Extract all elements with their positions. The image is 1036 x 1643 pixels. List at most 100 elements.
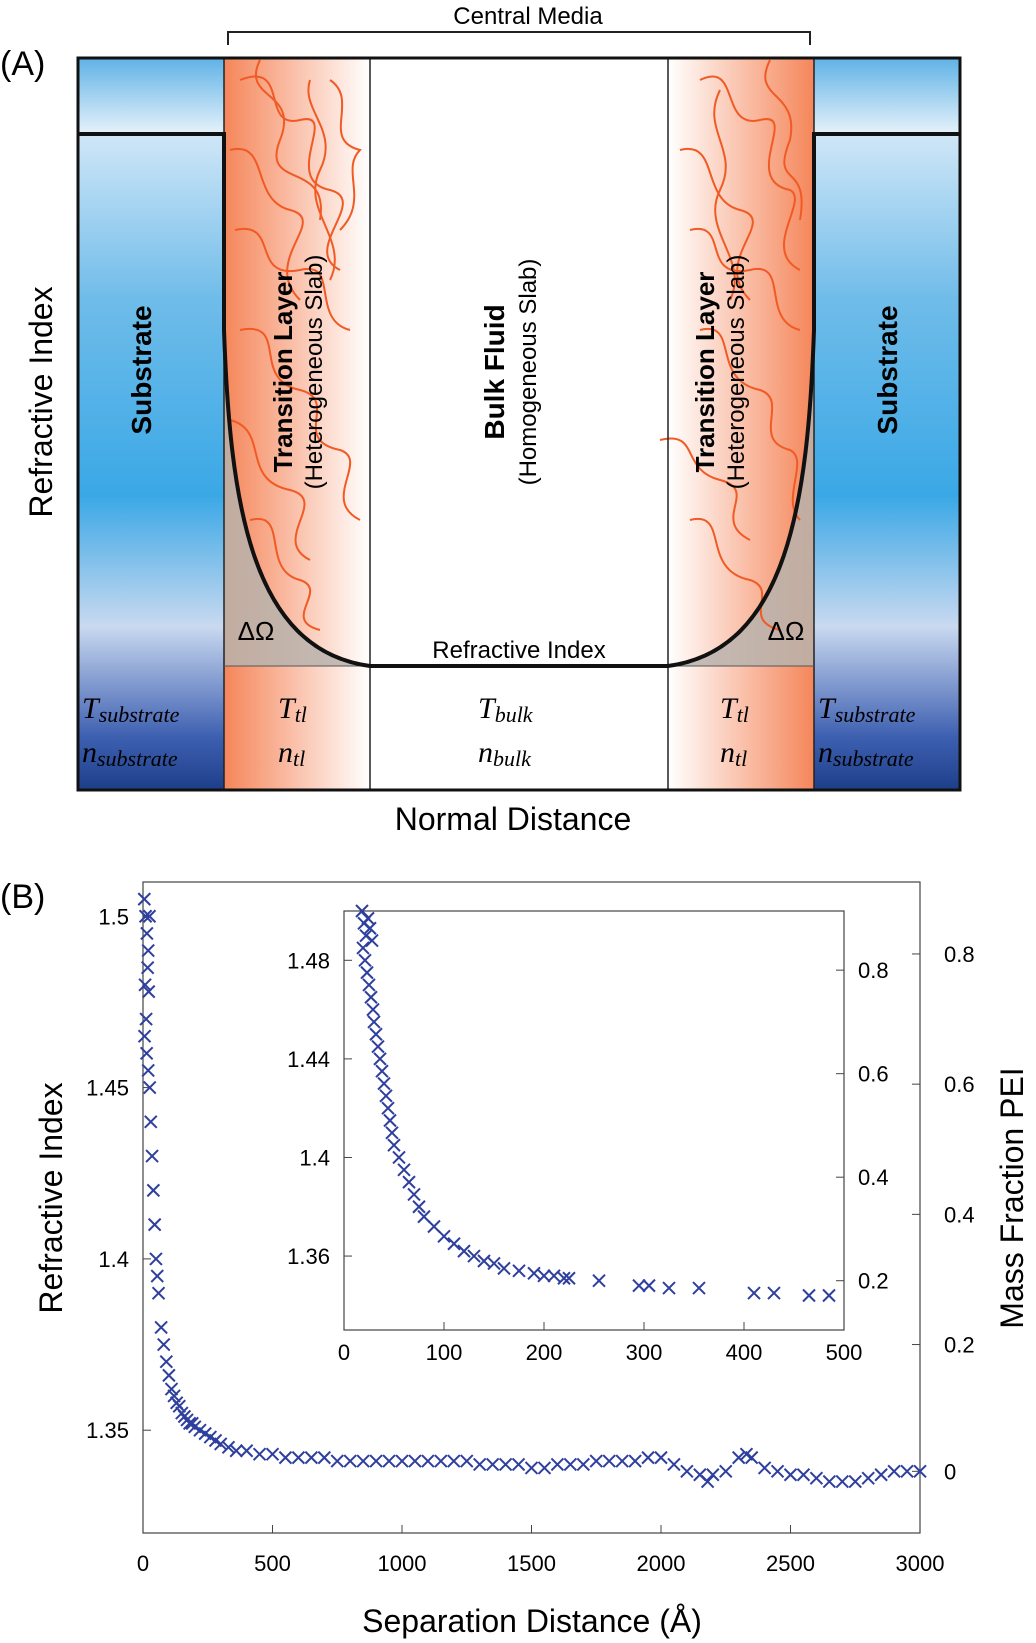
x-tick-label: 200 <box>526 1340 563 1365</box>
data-point <box>139 1046 154 1061</box>
data-point <box>402 1175 416 1189</box>
x-tick-label: 500 <box>254 1551 291 1576</box>
data-point <box>141 943 155 958</box>
data-point <box>360 965 374 980</box>
main-y-axis-label: Refractive Index <box>33 1082 69 1313</box>
y2-tick-label: 0.6 <box>858 1062 889 1087</box>
data-point <box>576 1457 591 1472</box>
main-ticks: 0 500 1000 1500 2000 2500 30001.351.41.451.500… <box>86 904 974 1576</box>
y-tick-label: 1.35 <box>86 1418 129 1443</box>
data-point <box>387 1138 401 1152</box>
transition-left-sub: (Heterogeneous Slab) <box>301 255 328 490</box>
data-point <box>822 1474 837 1489</box>
data-point <box>747 1286 761 1300</box>
data-point <box>447 1454 461 1468</box>
substrate-left <box>78 136 224 790</box>
data-point <box>809 1471 824 1485</box>
data-point <box>477 1254 491 1268</box>
data-point <box>145 1149 159 1163</box>
data-point <box>641 1450 655 1465</box>
delta-omega-left: ΔΩ <box>238 616 275 646</box>
data-point <box>547 1269 561 1283</box>
data-point <box>654 1450 668 1465</box>
data-point <box>719 1464 733 1479</box>
transition-right-title: Transition Layer <box>690 272 720 473</box>
data-point <box>356 1454 370 1468</box>
panel-a-frame <box>76 56 962 792</box>
data-point <box>537 1461 552 1475</box>
data-point <box>524 1461 539 1475</box>
data-point <box>497 1261 511 1276</box>
y2-tick-label: 0.8 <box>944 942 975 967</box>
data-point <box>900 1464 914 1479</box>
data-point <box>550 1457 565 1472</box>
data-point <box>157 1337 171 1352</box>
polymer-fibers-right <box>659 59 803 631</box>
data-point <box>140 926 154 941</box>
x-tick-label: 500 <box>826 1340 863 1365</box>
y2-tick-label: 0.8 <box>858 958 889 983</box>
data-point <box>362 978 376 992</box>
transition-right-sub: (Heterogeneous Slab) <box>723 255 750 490</box>
data-point <box>172 1399 186 1413</box>
data-point <box>680 1464 694 1479</box>
svg-text:Ttl: Ttl <box>720 692 749 727</box>
data-point <box>140 960 155 975</box>
n-row: nsubstrate ntl nbulk ntl nsubstrate <box>82 736 914 771</box>
data-point <box>512 1264 526 1278</box>
substrate-left-label: Substrate <box>126 305 157 434</box>
data-point <box>392 1150 406 1165</box>
data-point <box>239 1444 254 1458</box>
data-point <box>527 1266 541 1281</box>
y2-tick-label: 0.6 <box>944 1072 975 1097</box>
data-point <box>379 1089 393 1103</box>
data-point <box>498 1457 513 1472</box>
x-tick-label: 3000 <box>896 1551 945 1576</box>
data-point <box>229 1444 243 1458</box>
data-point <box>150 1269 164 1283</box>
data-point <box>343 1454 357 1468</box>
data-point <box>642 1278 656 1293</box>
data-point <box>744 1450 759 1465</box>
delta-omega-right: ΔΩ <box>768 616 805 646</box>
data-point <box>147 1217 162 1232</box>
data-point <box>369 1454 383 1468</box>
data-point <box>356 941 370 955</box>
data-point <box>330 1454 344 1468</box>
data-point <box>162 1368 176 1383</box>
x-tick-label: 0 <box>338 1340 350 1365</box>
data-point <box>141 1063 155 1078</box>
data-point <box>557 1271 571 1285</box>
central-media-bracket <box>227 31 811 45</box>
x-tick-label: 100 <box>426 1340 463 1365</box>
data-point <box>537 1269 551 1283</box>
x-tick-label: 1500 <box>507 1551 556 1576</box>
main-y2-axis-label: Mass Fraction PEI <box>994 1067 1030 1328</box>
data-point <box>662 1281 676 1295</box>
svg-text:Tsubstrate: Tsubstrate <box>818 692 916 727</box>
data-point <box>700 1474 715 1489</box>
data-point <box>412 1200 426 1214</box>
data-point <box>861 1471 875 1485</box>
data-point <box>913 1464 927 1479</box>
x-tick-label: 0 <box>137 1551 149 1576</box>
substrate-right-top <box>814 58 960 136</box>
panel-b-label: (B) <box>0 878 45 916</box>
y-tick-label: 1.48 <box>287 948 330 973</box>
data-point <box>485 1457 500 1472</box>
data-point <box>757 1461 772 1475</box>
data-point <box>562 1271 576 1285</box>
data-point <box>167 1389 181 1403</box>
data-point <box>563 1457 578 1472</box>
data-point <box>358 953 372 968</box>
data-point <box>822 1288 836 1303</box>
data-point <box>364 990 378 1004</box>
data-point <box>159 1354 174 1369</box>
inset-points <box>355 904 836 1303</box>
data-point <box>278 1450 293 1465</box>
data-point <box>144 1115 158 1129</box>
data-point <box>366 1002 380 1017</box>
data-point <box>138 978 152 992</box>
x-tick-label: 1000 <box>378 1551 427 1576</box>
x-tick-label: 300 <box>626 1340 663 1365</box>
